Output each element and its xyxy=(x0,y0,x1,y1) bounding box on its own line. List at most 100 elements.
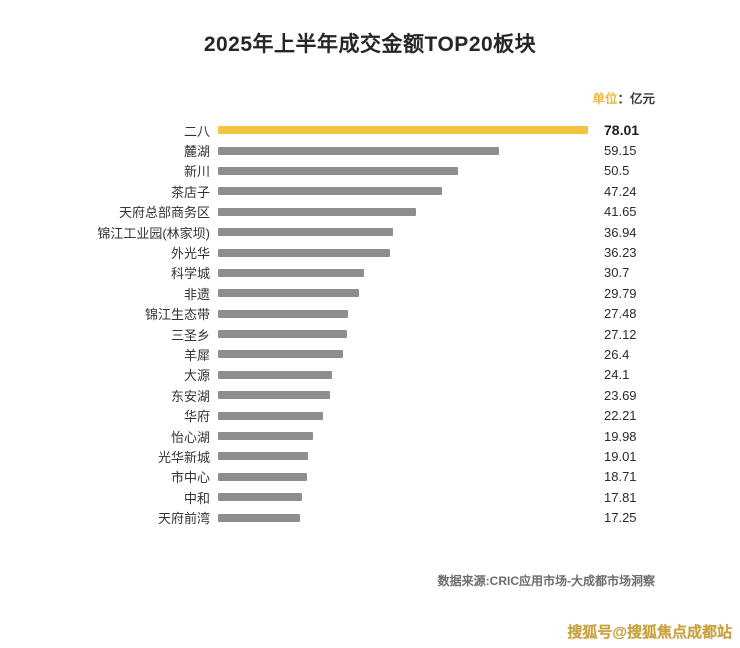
bar-row: 新川 50.5 xyxy=(35,161,675,181)
category-label: 华府 xyxy=(183,409,210,425)
bar xyxy=(218,268,364,277)
value-label: 50.5 xyxy=(604,163,630,179)
value-label: 19.01 xyxy=(604,448,637,464)
category-label: 锦江生态带 xyxy=(144,307,210,323)
bar xyxy=(218,411,324,420)
bar-row: 麓湖 59.15 xyxy=(35,140,675,160)
bar-row: 科学城 30.7 xyxy=(35,263,675,283)
bar xyxy=(218,146,499,155)
bar-row: 天府总部商务区 41.65 xyxy=(35,202,675,222)
bar-track xyxy=(218,248,588,257)
category-label: 天府前湾 xyxy=(157,511,210,527)
bar-track xyxy=(218,370,588,379)
value-label: 36.94 xyxy=(604,224,637,240)
value-label: 22.21 xyxy=(604,408,637,424)
value-label: 24.1 xyxy=(604,367,630,383)
value-label: 47.24 xyxy=(604,183,637,199)
bar-track xyxy=(218,493,588,502)
value-label: 26.4 xyxy=(604,346,630,362)
value-label: 27.48 xyxy=(604,306,637,322)
value-label: 41.65 xyxy=(604,204,637,220)
category-label: 非遗 xyxy=(183,286,210,302)
bar-row: 外光华 36.23 xyxy=(35,242,675,262)
category-label: 大源 xyxy=(183,368,210,384)
bar-row: 怡心湖 19.98 xyxy=(35,426,675,446)
bar-track xyxy=(218,126,588,135)
bar-track xyxy=(218,289,588,298)
category-label: 科学城 xyxy=(170,266,210,282)
category-label: 三圣乡 xyxy=(170,327,210,343)
bar-row: 市中心 18.71 xyxy=(35,467,675,487)
watermark-text: 搜狐号@搜狐焦点成都站 xyxy=(567,624,732,641)
value-label: 36.23 xyxy=(604,245,637,261)
bar-row: 中和 17.81 xyxy=(35,487,675,507)
bar-track xyxy=(218,228,588,237)
bar-track xyxy=(218,411,588,420)
bar-track xyxy=(218,432,588,441)
bar xyxy=(218,187,443,196)
bar-track xyxy=(218,268,588,277)
unit-label-prefix: 单位 xyxy=(592,92,618,106)
value-label: 18.71 xyxy=(604,469,637,485)
value-label: 30.7 xyxy=(604,265,630,281)
bar-track xyxy=(218,166,588,175)
bar-track xyxy=(218,391,588,400)
bar xyxy=(218,309,349,318)
bar-row: 非遗 29.79 xyxy=(35,283,675,303)
category-label: 羊犀 xyxy=(183,347,210,363)
category-label: 市中心 xyxy=(170,470,210,486)
category-label: 中和 xyxy=(183,490,210,506)
bar-row: 二八 78.01 xyxy=(35,120,675,140)
bar-row: 光华新城 19.01 xyxy=(35,446,675,466)
bar-row: 锦江生态带 27.48 xyxy=(35,304,675,324)
value-label: 17.25 xyxy=(604,510,637,526)
bar-row: 三圣乡 27.12 xyxy=(35,324,675,344)
category-label: 二八 xyxy=(183,123,210,139)
value-label: 23.69 xyxy=(604,387,637,403)
bar xyxy=(218,432,313,441)
data-source-note: 数据来源:CRIC应用市场-大成都市场洞察 xyxy=(437,574,655,588)
category-label: 锦江工业园(林家坝) xyxy=(97,225,210,241)
bar-row: 锦江工业园(林家坝) 36.94 xyxy=(35,222,675,242)
bar xyxy=(218,289,360,298)
bar xyxy=(218,391,331,400)
bar xyxy=(218,166,458,175)
chart-title: 2025年上半年成交金额TOP20板块 xyxy=(203,33,537,56)
value-label: 17.81 xyxy=(604,489,637,505)
category-label: 光华新城 xyxy=(157,449,210,465)
bar xyxy=(218,493,303,502)
bar-track xyxy=(218,207,588,216)
bar-row: 东安湖 23.69 xyxy=(35,385,675,405)
bar xyxy=(218,207,416,216)
bar-track xyxy=(218,350,588,359)
bar xyxy=(218,370,333,379)
bar xyxy=(218,513,300,522)
bar-row: 天府前湾 17.25 xyxy=(35,507,675,527)
bar-track xyxy=(218,513,588,522)
category-label: 新川 xyxy=(183,164,210,180)
value-label: 29.79 xyxy=(604,285,637,301)
value-label: 19.98 xyxy=(604,428,637,444)
category-label: 麓湖 xyxy=(183,144,210,160)
bar-track xyxy=(218,309,588,318)
bar-row: 华府 22.21 xyxy=(35,405,675,425)
category-label: 外光华 xyxy=(170,246,210,262)
category-label: 怡心湖 xyxy=(170,429,210,445)
category-label: 茶店子 xyxy=(170,184,210,200)
bar xyxy=(218,350,344,359)
bar-chart: 二八 78.01 麓湖 59.15 新川 50.5 茶店子 47.24 天府总部商务区 41.65… xyxy=(35,120,675,528)
bar-track xyxy=(218,187,588,196)
unit-label-suffix: ：亿元 xyxy=(617,92,655,106)
bar-track xyxy=(218,330,588,339)
bar xyxy=(218,248,390,257)
bar-row: 大源 24.1 xyxy=(35,365,675,385)
unit-label: 单位：亿元 xyxy=(592,88,655,107)
value-label: 27.12 xyxy=(604,326,637,342)
category-label: 天府总部商务区 xyxy=(118,205,210,221)
bar xyxy=(218,330,347,339)
bar-highlighted xyxy=(218,126,588,135)
value-label: 78.01 xyxy=(604,122,640,139)
value-label: 59.15 xyxy=(604,143,637,159)
bar xyxy=(218,452,309,461)
